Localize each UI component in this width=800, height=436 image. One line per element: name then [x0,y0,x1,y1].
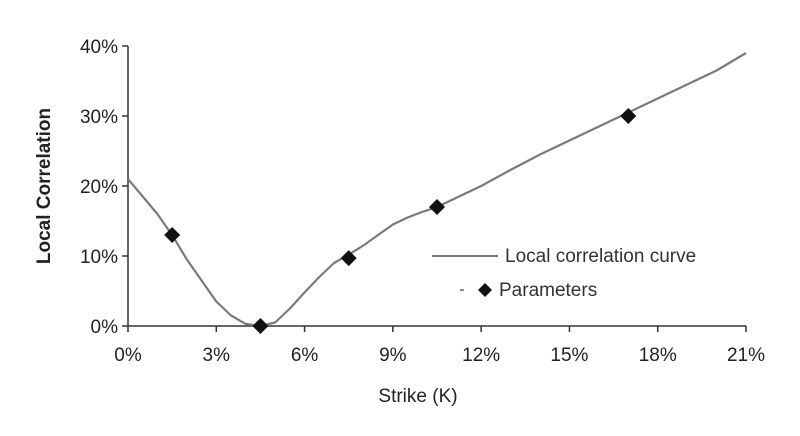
series-layer [127,52,747,328]
y-tick-label: 10% [80,247,118,268]
y-tick-label: 40% [80,37,118,58]
y-tick-label: 30% [80,107,118,128]
y-tick-label: 20% [80,177,118,198]
parameter-marker [340,250,357,267]
x-tick-label: 6% [291,345,319,366]
parameter-marker [252,318,269,334]
x-tick-label: 3% [203,345,231,366]
x-tick-label: 15% [550,345,588,366]
parameter-marker [164,227,181,243]
x-tick-label: 0% [114,345,142,366]
legend-marker-diamond [478,283,492,297]
x-tick-label: 21% [727,345,765,366]
x-axis-title: Strike (K) [378,386,457,407]
y-tick-label: 0% [91,317,119,338]
local-correlation-curve-line [127,52,747,328]
parameter-marker [620,108,637,124]
legend-label-curve: Local correlation curve [505,246,696,267]
y-ticks: 0% 10% 20% 30% 40% [80,37,128,338]
markers-layer [164,108,637,334]
legend: Local correlation curve Parameters [432,246,696,301]
x-ticks: 0% 3% 6% 9% 12% 15% 18% 21% [114,326,765,366]
axes [127,46,746,327]
x-tick-label: 18% [639,345,677,366]
parameter-marker [429,199,445,215]
x-tick-label: 12% [462,345,500,366]
x-tick-label: 9% [379,345,407,366]
legend-label-parameters: Parameters [499,280,597,301]
y-axis-title: Local Correlation [34,108,55,264]
